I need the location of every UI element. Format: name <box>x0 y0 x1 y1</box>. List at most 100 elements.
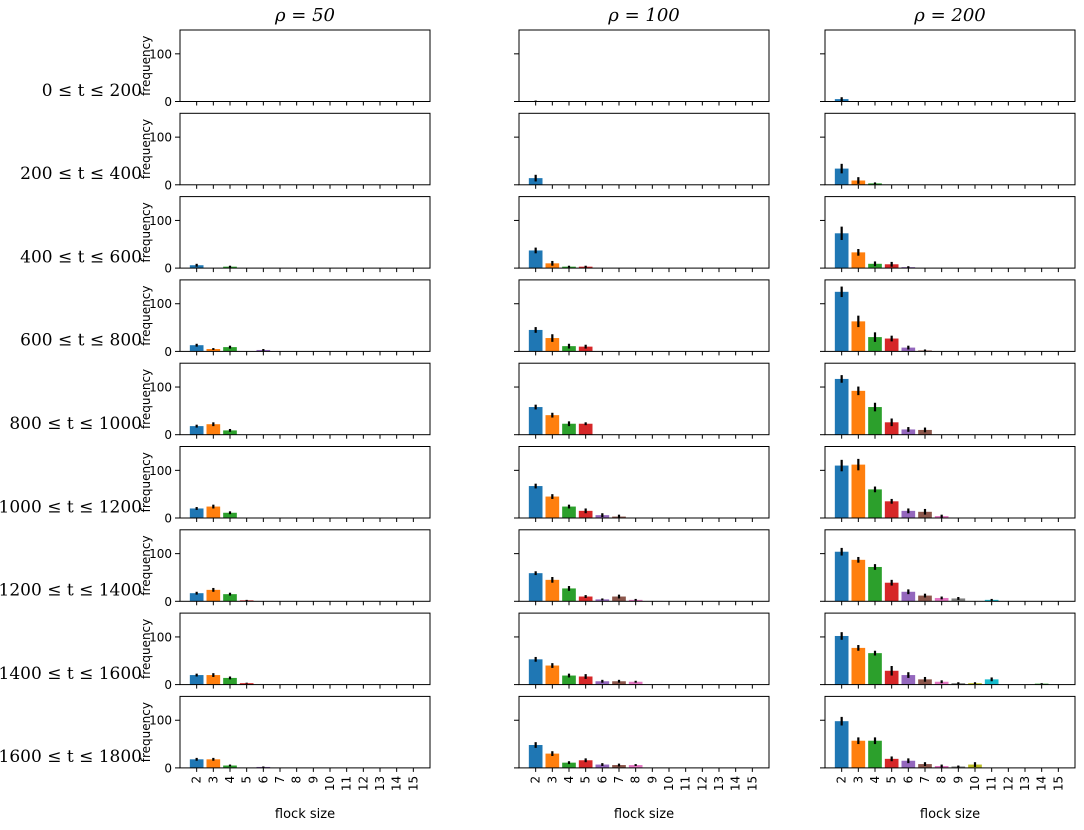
y-tick-label: 0 <box>164 178 172 192</box>
row-label: 200 ≤ t ≤ 400 <box>20 164 142 184</box>
panel-frame <box>180 113 430 185</box>
y-tick-label: 100 <box>149 297 172 311</box>
panel-frame <box>180 613 430 685</box>
row-label: 800 ≤ t ≤ 1000 <box>9 414 142 434</box>
x-tick-label: 8 <box>290 776 304 784</box>
y-tick-label: 0 <box>164 95 172 109</box>
x-tick-label: 13 <box>373 776 387 791</box>
x-tick-label: 9 <box>306 776 320 784</box>
x-tick-label: 4 <box>223 776 237 784</box>
y-axis-label: frequency <box>139 286 153 346</box>
x-tick-label: 5 <box>579 776 593 784</box>
panel-frame <box>180 696 430 768</box>
x-tick-label: 6 <box>256 776 270 784</box>
y-tick-label: 100 <box>149 630 172 644</box>
bar <box>852 391 866 435</box>
bar <box>529 330 543 351</box>
y-axis-label: frequency <box>139 36 153 96</box>
x-tick-label: 15 <box>406 776 420 791</box>
x-axis-label: flock size <box>275 807 335 822</box>
row-label: 400 ≤ t ≤ 600 <box>20 247 142 267</box>
x-tick-label: 7 <box>918 776 932 784</box>
panel-frame <box>180 197 430 269</box>
x-tick-label: 13 <box>712 776 726 791</box>
column-title: ρ = 50 <box>274 5 335 26</box>
x-tick-label: 12 <box>356 776 370 791</box>
x-tick-label: 3 <box>851 776 865 784</box>
panel-frame <box>825 113 1075 185</box>
bar <box>868 653 882 684</box>
panel-frame <box>825 30 1075 102</box>
panel-frame <box>180 280 430 352</box>
column-title: ρ = 200 <box>913 5 985 26</box>
bar <box>835 466 849 518</box>
x-tick-label: 15 <box>1051 776 1065 791</box>
bar <box>579 424 593 435</box>
y-tick-label: 100 <box>149 464 172 478</box>
bar <box>546 415 560 435</box>
y-axis-label: frequency <box>139 619 153 679</box>
row-label: 1600 ≤ t ≤ 1800 <box>0 747 142 767</box>
y-tick-label: 0 <box>164 678 172 692</box>
panel-frame <box>519 30 769 102</box>
row-label: 1200 ≤ t ≤ 1400 <box>0 581 142 601</box>
y-axis-label: frequency <box>139 535 153 595</box>
x-tick-label: 10 <box>323 776 337 791</box>
row-label: 600 ≤ t ≤ 800 <box>20 331 142 351</box>
x-tick-label: 10 <box>662 776 676 791</box>
bar <box>835 292 849 352</box>
x-tick-label: 11 <box>340 776 354 791</box>
x-tick-label: 4 <box>868 776 882 784</box>
x-axis-label: flock size <box>920 807 980 822</box>
x-tick-label: 14 <box>729 776 743 791</box>
x-tick-label: 11 <box>985 776 999 791</box>
y-tick-label: 100 <box>149 214 172 228</box>
bar <box>529 573 543 601</box>
bar <box>546 497 560 518</box>
bar <box>835 636 849 685</box>
panel-frame <box>180 30 430 102</box>
bar <box>529 486 543 518</box>
y-tick-label: 0 <box>164 345 172 359</box>
x-tick-label: 3 <box>545 776 559 784</box>
y-axis-label: frequency <box>139 369 153 429</box>
x-tick-label: 5 <box>885 776 899 784</box>
y-axis-label: frequency <box>139 702 153 762</box>
x-tick-label: 2 <box>190 776 204 784</box>
y-tick-label: 0 <box>164 428 172 442</box>
row-label: 1400 ≤ t ≤ 1600 <box>0 664 142 684</box>
bar <box>529 407 543 435</box>
bar <box>852 560 866 601</box>
x-tick-label: 8 <box>935 776 949 784</box>
panel-frame <box>180 363 430 435</box>
bar <box>835 721 849 768</box>
x-tick-label: 12 <box>1001 776 1015 791</box>
x-tick-label: 12 <box>695 776 709 791</box>
column-title: ρ = 100 <box>607 5 679 26</box>
x-tick-label: 7 <box>273 776 287 784</box>
bar <box>868 489 882 518</box>
bar <box>868 567 882 601</box>
y-axis-label: frequency <box>139 452 153 512</box>
y-tick-label: 0 <box>164 595 172 609</box>
x-axis-label: flock size <box>614 807 674 822</box>
y-axis-label: frequency <box>139 119 153 179</box>
y-tick-label: 0 <box>164 512 172 526</box>
y-tick-label: 100 <box>149 547 172 561</box>
bar <box>852 741 866 768</box>
bar <box>852 648 866 685</box>
bar <box>852 465 866 518</box>
y-tick-label: 0 <box>164 262 172 276</box>
bar <box>546 580 560 601</box>
x-tick-label: 14 <box>1035 776 1049 791</box>
bar <box>529 745 543 768</box>
y-axis-label: frequency <box>139 202 153 262</box>
y-tick-label: 100 <box>149 47 172 61</box>
x-tick-label: 4 <box>562 776 576 784</box>
x-tick-label: 11 <box>679 776 693 791</box>
x-tick-label: 9 <box>645 776 659 784</box>
panel-frame <box>519 197 769 269</box>
x-tick-label: 14 <box>390 776 404 791</box>
x-tick-label: 15 <box>745 776 759 791</box>
